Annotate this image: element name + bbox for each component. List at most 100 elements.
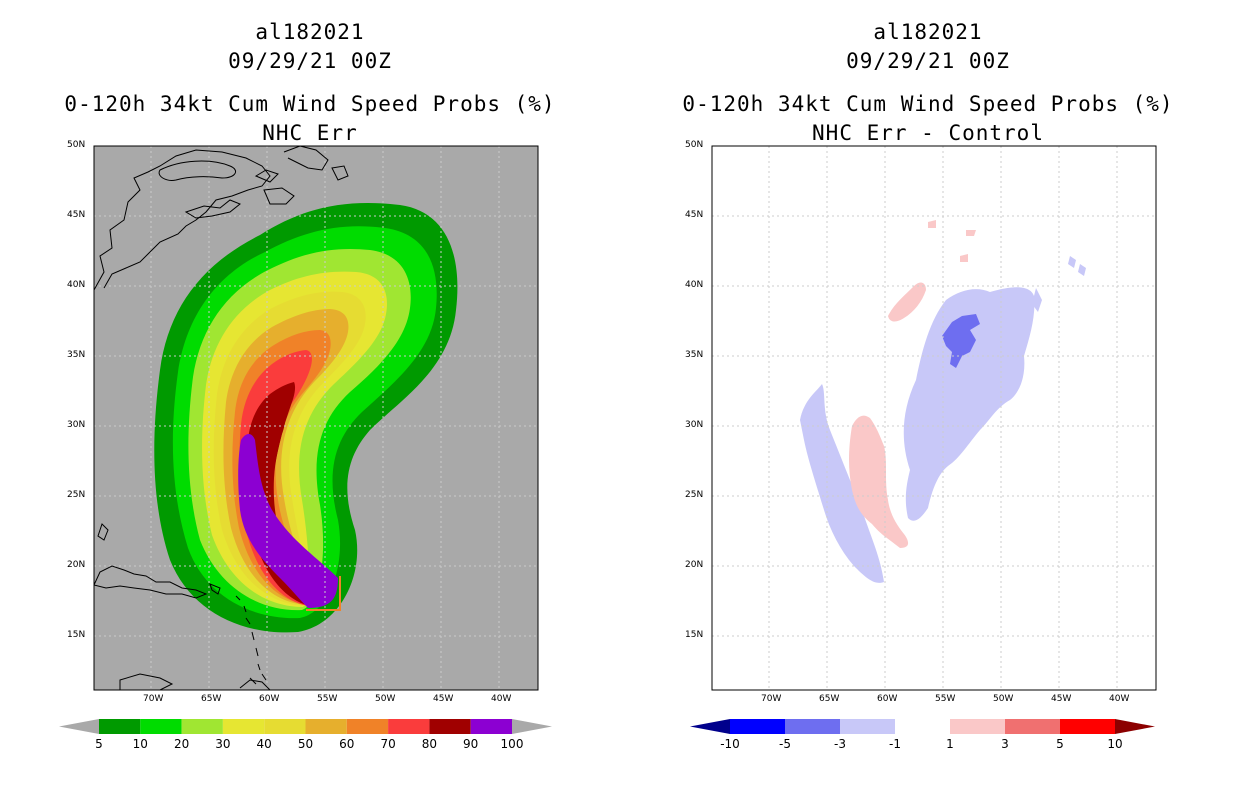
left-colorbar-label: 20: [173, 737, 190, 751]
product-title: 0-120h 34kt Cum Wind Speed Probs (%): [64, 92, 556, 116]
left-colorbar-swatch: [264, 719, 306, 734]
lat-tick-label: 45N: [67, 210, 86, 220]
lon-tick-label: 65W: [201, 694, 222, 704]
diff-negative-blob-east: [1032, 288, 1042, 312]
lat-tick-label: 40N: [685, 280, 704, 290]
right-map-grid: [712, 146, 1156, 690]
lat-tick-label: 50N: [67, 140, 86, 150]
left-colorbar-label: 10: [132, 737, 148, 751]
diff-positive-blob-main: [849, 415, 909, 548]
lat-tick-label: 35N: [67, 350, 86, 360]
left-colorbar-swatch: [429, 719, 471, 734]
right-colorbar-label: 10: [1107, 737, 1123, 751]
lat-tick-label: 50N: [685, 140, 704, 150]
diff-positive-spot-ne3: [966, 230, 976, 236]
right-colorbar-swatch: [730, 719, 785, 734]
diff-negative-spot-ne: [1068, 256, 1076, 268]
right-colorbar-swatch: [1060, 719, 1115, 734]
lon-tick-label: 65W: [819, 694, 840, 704]
left-colorbar-swatch: [99, 719, 141, 734]
datetime: 09/29/21 00Z: [846, 49, 1010, 73]
right-map-frame: [711, 145, 1157, 691]
lat-tick-label: 25N: [67, 490, 86, 500]
right-colorbar-label: -5: [779, 737, 791, 751]
left-colorbar-label: 100: [500, 737, 524, 751]
lon-tick-label: 55W: [935, 694, 956, 704]
right-colorbar-swatch: [950, 719, 1005, 734]
left-colorbar-under-triangle: [59, 719, 99, 734]
difference-contours: [800, 220, 1086, 583]
diff-negative-spot-ne2: [1078, 264, 1086, 276]
lat-tick-label: 30N: [685, 420, 704, 430]
right-colorbar-swatch: [1005, 719, 1060, 734]
lon-tick-label: 70W: [761, 694, 782, 704]
left-colorbar-swatch: [140, 719, 182, 734]
lat-tick-label: 35N: [685, 350, 704, 360]
lon-tick-label: 40W: [491, 694, 512, 704]
lon-tick-label: 45W: [1051, 694, 1072, 704]
left-map-frame: [93, 145, 539, 691]
left-colorbar-label: 5: [95, 737, 103, 751]
right-colorbar-label: 3: [1001, 737, 1009, 751]
left-colorbar-label: 80: [421, 737, 438, 751]
right-panel-title: al182021 09/29/21 00Z 0-120h 34kt Cum Wi…: [648, 18, 1208, 148]
lon-tick-label: 40W: [1109, 694, 1130, 704]
right-colorbar-label: 1: [946, 737, 954, 751]
lat-tick-label: 45N: [685, 210, 704, 220]
diff-negative-blob-main: [903, 287, 1035, 521]
right-colorbar-swatch: [785, 719, 840, 734]
prob-band-90-edge: [306, 576, 341, 611]
right-colorbar-label: -3: [834, 737, 846, 751]
right-colorbar-under-triangle: [690, 719, 730, 734]
left-colorbar-label: 50: [297, 737, 314, 751]
lat-tick-label: 20N: [685, 560, 704, 570]
lon-tick-label: 50W: [375, 694, 396, 704]
lat-tick-label: 15N: [685, 630, 704, 640]
left-colorbar: [59, 719, 552, 734]
lon-tick-label: 60W: [259, 694, 280, 704]
right-colorbar: [690, 719, 1155, 734]
prob-band-100: [238, 434, 338, 608]
left-map: [93, 145, 539, 691]
right-colorbar-label: 5: [1056, 737, 1064, 751]
left-colorbar-swatch: [346, 719, 389, 734]
datetime: 09/29/21 00Z: [228, 49, 392, 73]
lon-tick-label: 70W: [143, 694, 164, 704]
left-colorbar-label: 30: [215, 737, 231, 751]
diff-negative-blob-west: [800, 384, 884, 583]
product-title: 0-120h 34kt Cum Wind Speed Probs (%): [682, 92, 1174, 116]
lon-tick-label: 45W: [433, 694, 454, 704]
right-colorbar-swatch: [895, 719, 950, 734]
left-colorbar-swatch: [470, 719, 512, 734]
left-colorbar-swatch: [305, 719, 347, 734]
subtitle: NHC Err: [262, 121, 358, 145]
right-map: [711, 145, 1157, 691]
left-coastlines: [94, 146, 349, 690]
probability-contours: [154, 203, 458, 633]
diff-negative-strong: [942, 314, 980, 368]
lat-tick-label: 25N: [685, 490, 704, 500]
left-colorbar-label: 60: [339, 737, 355, 751]
lat-tick-label: 15N: [67, 630, 86, 640]
left-panel-title: al182021 09/29/21 00Z 0-120h 34kt Cum Wi…: [30, 18, 590, 148]
left-colorbar-label: 70: [380, 737, 396, 751]
right-colorbar-swatch: [840, 719, 895, 734]
right-colorbar-label: -10: [720, 737, 740, 751]
storm-id: al182021: [255, 20, 365, 44]
left-colorbar-swatch: [181, 719, 223, 734]
left-colorbar-over-triangle: [512, 719, 552, 734]
diff-positive-spot-ne: [928, 220, 936, 228]
left-colorbar-swatch: [222, 719, 265, 734]
left-colorbar-swatch: [388, 719, 430, 734]
right-colorbar-label: -1: [889, 737, 901, 751]
right-colorbar-over-triangle: [1115, 719, 1155, 734]
subtitle: NHC Err - Control: [812, 121, 1044, 145]
lat-tick-label: 40N: [67, 280, 86, 290]
left-colorbar-label: 90: [463, 737, 479, 751]
lon-tick-label: 50W: [993, 694, 1014, 704]
lat-tick-label: 20N: [67, 560, 86, 570]
lon-tick-label: 55W: [317, 694, 338, 704]
diff-positive-spot-ne2: [960, 254, 968, 262]
left-colorbar-label: 40: [256, 737, 272, 751]
